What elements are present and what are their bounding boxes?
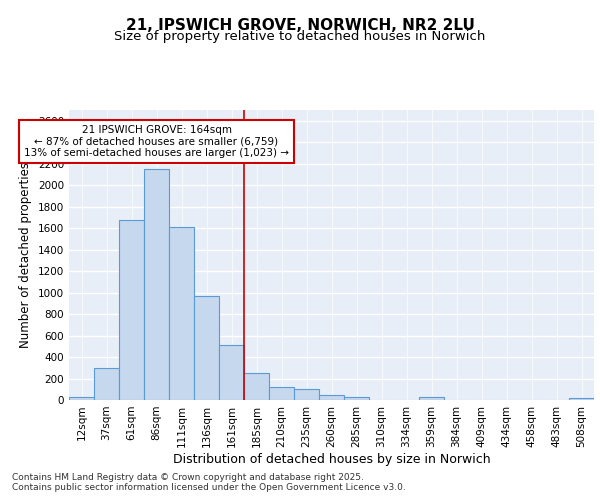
Text: Contains HM Land Registry data © Crown copyright and database right 2025.
Contai: Contains HM Land Registry data © Crown c… — [12, 473, 406, 492]
Bar — [194, 296, 219, 400]
Y-axis label: Number of detached properties: Number of detached properties — [19, 162, 32, 348]
Bar — [94, 368, 119, 400]
Bar — [119, 220, 144, 400]
Bar — [244, 373, 269, 400]
Bar — [144, 169, 169, 400]
Bar — [344, 397, 369, 400]
X-axis label: Distribution of detached houses by size in Norwich: Distribution of detached houses by size … — [173, 452, 490, 466]
Bar — [69, 398, 94, 400]
Text: 21, IPSWICH GROVE, NORWICH, NR2 2LU: 21, IPSWICH GROVE, NORWICH, NR2 2LU — [125, 18, 475, 32]
Bar — [169, 227, 194, 400]
Bar — [569, 398, 594, 400]
Bar — [219, 345, 244, 400]
Bar — [419, 397, 444, 400]
Text: Size of property relative to detached houses in Norwich: Size of property relative to detached ho… — [115, 30, 485, 43]
Bar — [269, 386, 294, 400]
Text: 21 IPSWICH GROVE: 164sqm
← 87% of detached houses are smaller (6,759)
13% of sem: 21 IPSWICH GROVE: 164sqm ← 87% of detach… — [24, 125, 289, 158]
Bar — [294, 390, 319, 400]
Bar — [319, 394, 344, 400]
